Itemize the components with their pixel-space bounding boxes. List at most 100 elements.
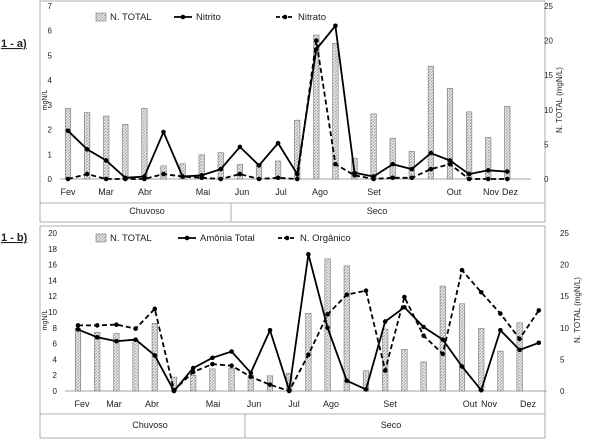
x-tick-label: Ago [323, 399, 339, 409]
x-tick-label: Mar [106, 399, 122, 409]
series-point [94, 323, 100, 328]
series-point [248, 370, 254, 376]
series-point [123, 176, 128, 182]
y-right-axis-title: N. TOTAL (mgN/L) [573, 277, 582, 343]
series-point [218, 176, 224, 182]
series-point [390, 175, 396, 181]
y-right-tick-label: 10 [544, 106, 553, 115]
n-total-bar [343, 265, 350, 392]
series-point [84, 171, 90, 177]
x-tick-label: Ago [312, 187, 328, 197]
series-point [505, 176, 510, 182]
series-point [333, 161, 338, 167]
series-point [275, 140, 281, 146]
x-tick-label: Fev [60, 187, 76, 197]
n-total-bar [504, 106, 511, 180]
panel-a-label: 1 - a) [1, 38, 27, 50]
n-total-bar [408, 151, 415, 180]
season-label: Seco [381, 420, 402, 430]
y-right-axis-title: N. TOTAL (mgN/L) [555, 67, 564, 133]
y-right-tick-label: 20 [544, 37, 553, 46]
series-point [421, 333, 426, 339]
series-point [466, 171, 472, 177]
series-point [161, 171, 166, 177]
series-point [498, 311, 503, 316]
legend-swatch-point [284, 235, 290, 241]
series-point [267, 382, 273, 387]
y-left-axis-title: mgN/L [42, 90, 49, 111]
series-point [190, 369, 196, 375]
series-point [421, 324, 426, 330]
series-point [371, 176, 376, 182]
series-point [485, 168, 491, 173]
n-total-bar [313, 34, 320, 180]
series-point [325, 325, 330, 331]
x-tick-label: Abr [145, 399, 159, 409]
y-left-tick-label: 6 [53, 340, 58, 349]
n-total-bar [516, 322, 523, 392]
series-point [306, 352, 311, 357]
y-left-tick-label: 12 [48, 292, 57, 301]
series-point [352, 172, 357, 178]
series-point [190, 365, 196, 371]
series-point [402, 294, 407, 300]
legend-label: N. TOTAL [110, 12, 152, 23]
n-total-bar [446, 88, 454, 180]
n-total-bar [458, 303, 466, 392]
series-point [210, 355, 215, 361]
series-point [363, 288, 369, 293]
legend-swatch-bar [95, 233, 107, 243]
n-total-bar [401, 348, 408, 392]
season-label: Chuvoso [132, 420, 168, 430]
n-total-bar [332, 43, 339, 180]
n-total-bar [466, 111, 473, 180]
series-point [94, 334, 100, 340]
series-point [440, 351, 446, 357]
series-point [382, 319, 388, 324]
series-line-dashed [67, 40, 508, 180]
series-point [306, 252, 311, 257]
series-point [237, 171, 243, 177]
n-total-bar [132, 339, 139, 392]
x-tick-label: Dez [502, 187, 519, 197]
series-point [478, 289, 484, 295]
series-point [325, 312, 330, 317]
x-tick-label: Jul [275, 187, 287, 197]
series-point [103, 158, 109, 163]
series-point [390, 161, 396, 167]
y-left-tick-label: 14 [48, 276, 57, 285]
n-total-bar [236, 164, 243, 180]
series-point [180, 174, 185, 179]
y-left-tick-label: 3 [48, 101, 53, 110]
n-total-bar [370, 113, 377, 180]
season-label: Chuvoso [129, 206, 165, 216]
y-left-tick-label: 20 [48, 229, 57, 238]
series-point [133, 337, 138, 342]
series-point [133, 326, 138, 331]
y-left-tick-label: 10 [48, 308, 57, 317]
y-left-tick-label: 4 [53, 355, 58, 364]
series-point [161, 129, 166, 135]
x-tick-label: Jun [235, 187, 250, 197]
x-tick-label: Fev [74, 399, 90, 409]
y-right-tick-label: 25 [560, 229, 569, 238]
series-point [447, 161, 453, 167]
n-total-bar [122, 124, 129, 180]
series-point [485, 176, 491, 182]
y-right-tick-label: 25 [544, 2, 553, 11]
series-point [103, 176, 109, 182]
y-left-tick-label: 18 [48, 245, 57, 254]
series-point [440, 337, 446, 342]
x-tick-label: Nov [481, 399, 498, 409]
y-left-tick-label: 2 [53, 371, 58, 380]
series-point [459, 364, 465, 369]
series-point [447, 158, 453, 163]
series-point [152, 353, 158, 358]
series-point [498, 327, 503, 333]
series-line-solid [67, 23, 508, 179]
chart-frame [39, 225, 546, 439]
y-left-tick-label: 4 [48, 76, 53, 85]
n-total-bar [94, 331, 101, 392]
y-left-tick-label: 0 [48, 175, 53, 184]
n-total-bar [190, 374, 197, 392]
